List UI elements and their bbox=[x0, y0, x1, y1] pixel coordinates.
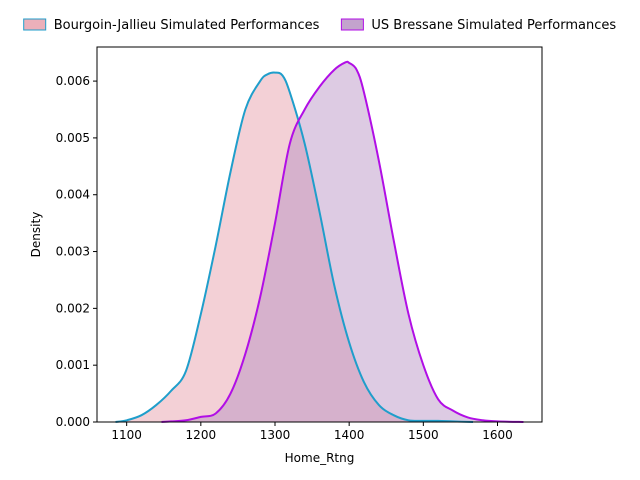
axes-frame bbox=[96, 46, 543, 423]
x-tick-label: 1300 bbox=[260, 428, 291, 442]
y-tick-label: 0.005 bbox=[56, 131, 90, 145]
x-tick-label: 1500 bbox=[408, 428, 439, 442]
y-tick-label: 0.006 bbox=[56, 74, 90, 88]
y-axis-ticks: 0.000 0.001 0.002 0.003 0.004 0.005 0.006 bbox=[56, 74, 97, 429]
y-tick-label: 0.004 bbox=[56, 188, 90, 202]
x-axis-label: Home_Rtng bbox=[285, 451, 355, 465]
density-line-series-2 bbox=[161, 60, 524, 423]
x-axis-ticks: 1100 1200 1300 1400 1500 1600 bbox=[111, 422, 513, 442]
legend-swatch-series-2 bbox=[340, 18, 364, 31]
legend-swatch-series-1 bbox=[23, 18, 47, 31]
legend-label-series-1: Bourgoin-Jallieu Simulated Performances bbox=[54, 18, 320, 33]
x-tick-label: 1100 bbox=[111, 428, 142, 442]
x-tick-label: 1400 bbox=[334, 428, 365, 442]
x-tick-label: 1200 bbox=[186, 428, 217, 442]
y-tick-label: 0.003 bbox=[56, 245, 90, 259]
y-tick-label: 0.001 bbox=[56, 358, 90, 372]
y-tick-label: 0.000 bbox=[56, 415, 90, 429]
legend-label-series-2: US Bressane Simulated Performances bbox=[371, 18, 616, 33]
y-tick-label: 0.002 bbox=[56, 301, 90, 315]
legend: Bourgoin-Jallieu Simulated Performances U… bbox=[23, 18, 616, 33]
density-line-series-1 bbox=[115, 71, 474, 423]
density-lines bbox=[115, 60, 524, 423]
density-fill-series-1 bbox=[115, 72, 474, 423]
x-tick-label: 1600 bbox=[482, 428, 513, 442]
density-fills bbox=[115, 61, 524, 423]
y-axis-label: Density bbox=[29, 212, 43, 258]
